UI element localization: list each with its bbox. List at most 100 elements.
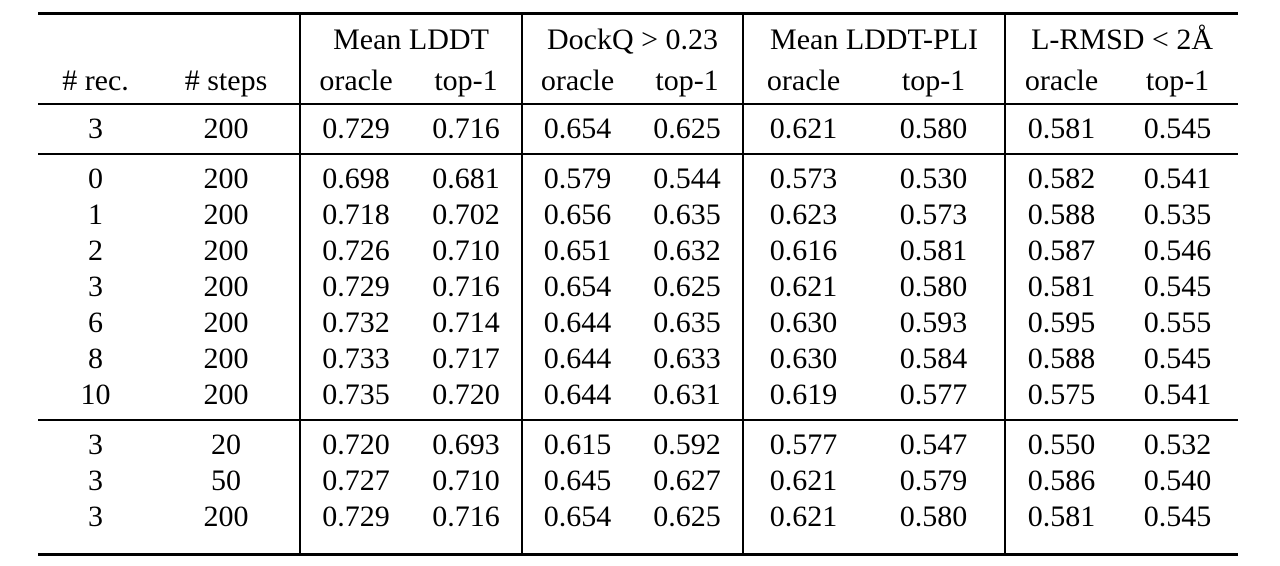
- table-cell: 0.716: [432, 500, 500, 533]
- table-cell: 0.651: [521, 233, 633, 269]
- table-cell: 0.535: [1143, 198, 1212, 231]
- table-cell: 0.579: [899, 464, 968, 497]
- table-cell: 0.698: [299, 154, 411, 197]
- table-row: 3 20 0.720 0.693 0.615 0.592 0.577 0.547 0.550 0.…: [38, 420, 1238, 463]
- table-cell: 0.625: [653, 500, 721, 533]
- table-cell: 200: [203, 162, 249, 195]
- table-cell: 3: [38, 104, 153, 155]
- header-group-l-rmsd: L-RMSD < 2Å: [1004, 13, 1239, 61]
- table-cell: 0.644: [521, 341, 633, 377]
- table-row: 3 50 0.727 0.710 0.645 0.627 0.621 0.579 0.586 0.…: [38, 463, 1238, 499]
- table-cell: 200: [203, 306, 249, 339]
- table-cell: 0.716: [432, 270, 500, 303]
- table-cell: 0.727: [299, 463, 411, 499]
- table-cell: 0.586: [1004, 463, 1118, 499]
- table-cell: 200: [153, 104, 300, 155]
- table-cell: 0.625: [653, 270, 721, 303]
- table-cell: 0.581: [899, 234, 968, 267]
- table-cell: 0.619: [742, 377, 864, 421]
- table-cell: 0.635: [653, 198, 721, 231]
- table-cell: 0.633: [653, 342, 721, 375]
- table-cell: 0.579: [521, 154, 633, 197]
- header-dockq-top1: top-1: [632, 61, 744, 105]
- table-cell: 0.545: [1143, 500, 1212, 533]
- table-cell: 0.644: [521, 305, 633, 341]
- table-cell: 0.550: [1004, 420, 1118, 463]
- table-cell: 0.733: [299, 341, 411, 377]
- table-cell: 0.654: [521, 499, 633, 555]
- table-cell: 0: [88, 162, 103, 195]
- table-cell: 0.545: [1143, 342, 1212, 375]
- table-cell: 6: [88, 306, 103, 339]
- table-row: 1 200 0.718 0.702 0.656 0.635 0.623 0.573 0.588 0…: [38, 197, 1238, 233]
- table-cell: 0.573: [742, 154, 864, 197]
- table-row: 3 200 0.729 0.716 0.654 0.625 0.621 0.580 0.581 0…: [38, 499, 1238, 555]
- table-row: 10 200 0.735 0.720 0.644 0.631 0.619 0.577 0.575…: [38, 377, 1239, 421]
- table-cell: 0.631: [632, 377, 744, 421]
- table-cell: 0.718: [299, 197, 411, 233]
- table-cell: 0.580: [899, 500, 968, 533]
- table-cell: 0.720: [299, 420, 411, 463]
- table-cell: 0.555: [1143, 306, 1212, 339]
- table-cell: 3: [88, 464, 103, 497]
- table-cell: 3: [88, 500, 103, 533]
- results-table: Mean LDDT DockQ > 0.23 Mean LDDT-PLI L-R…: [38, 12, 1239, 556]
- header-group-mean-lddt-pli: Mean LDDT-PLI: [742, 13, 1006, 61]
- table-cell: 0.546: [1143, 234, 1212, 267]
- table-cell: 0.681: [432, 162, 500, 195]
- table-cell: 0.577: [863, 377, 1006, 421]
- table-cell: 0.710: [432, 234, 500, 267]
- header-lddt-top1: top-1: [411, 61, 523, 105]
- table-cell: 0.621: [742, 463, 864, 499]
- table-cell: 0.720: [411, 377, 523, 421]
- table-cell: 0.544: [653, 162, 721, 195]
- table-cell: 0.532: [1143, 428, 1212, 461]
- table-cell: 0.627: [653, 464, 721, 497]
- table-cell: 0.547: [899, 428, 968, 461]
- table-cell: 0.588: [1004, 197, 1118, 233]
- table-cell: 0.635: [653, 306, 721, 339]
- table-cell: 0.632: [653, 234, 721, 267]
- table-cell: 3: [88, 428, 103, 461]
- table-cell: 0.732: [299, 305, 411, 341]
- table-cell: 8: [88, 342, 103, 375]
- table-cell: 0.630: [742, 305, 864, 341]
- table-cell: 0.595: [1004, 305, 1118, 341]
- table-cell: 0.621: [742, 104, 864, 155]
- table-cell: 200: [203, 500, 249, 533]
- table-row: 2 200 0.726 0.710 0.651 0.632 0.616 0.581 0.587 0…: [38, 233, 1238, 269]
- table-cell: 0.729: [299, 499, 411, 555]
- header-num-steps: # steps: [153, 61, 300, 105]
- table-cell: 0.702: [432, 198, 500, 231]
- table-row: 8 200 0.733 0.717 0.644 0.633 0.630 0.584 0.588 0…: [38, 341, 1238, 377]
- table-cell: 200: [203, 270, 249, 303]
- header-rmsd-top1: top-1: [1117, 61, 1239, 105]
- header-rmsd-oracle: oracle: [1004, 61, 1118, 105]
- table-cell: 0.581: [1004, 499, 1118, 555]
- table-body: 3 200 0.729 0.716 0.654 0.625 0.621 0.580 0.581 0…: [38, 104, 1239, 555]
- table-cell: 0.729: [299, 104, 411, 155]
- table-cell: 0.582: [1004, 154, 1118, 197]
- table-cell: 10: [38, 377, 153, 421]
- header-group-empty: [38, 14, 300, 62]
- table-cell: 3: [88, 270, 103, 303]
- header-pli-oracle: oracle: [742, 61, 864, 105]
- header-sub-row: # rec. # steps oracle top-1 oracle top-1…: [38, 61, 1239, 105]
- table-cell: 200: [203, 234, 249, 267]
- table-row: 6 200 0.732 0.714 0.644 0.635 0.630 0.593 0.595 0…: [38, 305, 1238, 341]
- table-cell: 0.592: [653, 428, 721, 461]
- table-cell: 0.693: [432, 428, 500, 461]
- table-cell: 0.581: [1004, 269, 1118, 305]
- table-cell: 0.587: [1004, 233, 1118, 269]
- table-cell: 0.630: [742, 341, 864, 377]
- header-num-rec: # rec.: [38, 61, 153, 105]
- table-cell: 0.577: [742, 420, 864, 463]
- table-row: 3 200 0.729 0.716 0.654 0.625 0.621 0.580 0.581 0…: [38, 104, 1239, 155]
- table-cell: 2: [88, 234, 103, 267]
- table-cell: 0.644: [521, 377, 633, 421]
- table-cell: 0.714: [432, 306, 500, 339]
- table-cell: 0.656: [521, 197, 633, 233]
- table-cell: 0.545: [1143, 270, 1212, 303]
- table-cell: 0.593: [899, 306, 968, 339]
